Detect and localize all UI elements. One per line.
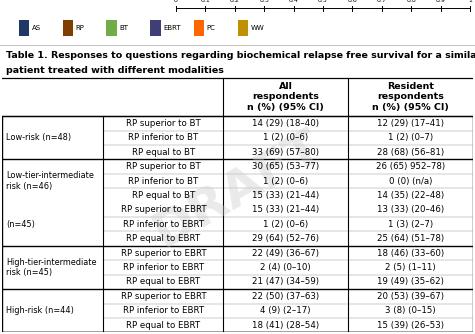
- Text: 0: 0: [174, 0, 178, 3]
- Text: 14 (35) (22–48): 14 (35) (22–48): [377, 191, 444, 200]
- Bar: [194, 20, 204, 36]
- Text: Low-tier-intermediate
risk (n=46): Low-tier-intermediate risk (n=46): [6, 171, 94, 191]
- Text: EBRT: EBRT: [163, 25, 180, 31]
- Text: 21 (47) (34–59): 21 (47) (34–59): [252, 278, 319, 286]
- Text: 1 (2) (0–6): 1 (2) (0–6): [263, 176, 308, 185]
- Text: WW: WW: [250, 25, 264, 31]
- Bar: [19, 20, 29, 36]
- Text: 18 (46) (33–60): 18 (46) (33–60): [377, 248, 444, 258]
- Text: 0.6: 0.6: [348, 0, 357, 3]
- Text: 0 (0) (n/a): 0 (0) (n/a): [389, 176, 432, 185]
- Text: Low-risk (n=48): Low-risk (n=48): [6, 133, 71, 142]
- Text: 4 (9) (2–17): 4 (9) (2–17): [260, 306, 311, 315]
- Text: AS: AS: [32, 25, 41, 31]
- Text: 30 (65) (53–77): 30 (65) (53–77): [252, 162, 319, 171]
- Text: RP superior to EBRT: RP superior to EBRT: [121, 248, 206, 258]
- Text: 1 (2) (0–7): 1 (2) (0–7): [388, 133, 433, 142]
- Text: RP inferior to EBRT: RP inferior to EBRT: [123, 263, 204, 272]
- Text: 2 (4) (0–10): 2 (4) (0–10): [260, 263, 311, 272]
- Bar: [2, 77, 473, 116]
- Text: RP superior to EBRT: RP superior to EBRT: [121, 292, 206, 301]
- Text: RP superior to BT: RP superior to BT: [126, 119, 201, 128]
- Text: 15 (33) (21–44): 15 (33) (21–44): [252, 191, 319, 200]
- Text: patient treated with different modalities: patient treated with different modalitie…: [6, 66, 224, 75]
- Text: 1 (2) (0–6): 1 (2) (0–6): [263, 220, 308, 229]
- Text: RP inferior to EBRT: RP inferior to EBRT: [123, 220, 204, 229]
- Text: High-tier-intermediate
risk (n=45): High-tier-intermediate risk (n=45): [6, 258, 96, 277]
- Text: High-risk (n=44): High-risk (n=44): [6, 306, 74, 315]
- Text: 3 (8) (0–15): 3 (8) (0–15): [385, 306, 436, 315]
- Text: 0.9: 0.9: [436, 0, 446, 3]
- Text: 26 (65) 952–78): 26 (65) 952–78): [376, 162, 445, 171]
- Text: 0.3: 0.3: [259, 0, 269, 3]
- Bar: [106, 20, 117, 36]
- Text: 15 (33) (21–44): 15 (33) (21–44): [252, 205, 319, 214]
- Text: 15 (39) (26–53): 15 (39) (26–53): [377, 321, 444, 330]
- Text: 20 (53) (39–67): 20 (53) (39–67): [377, 292, 444, 301]
- Text: All
respondents
n (%) (95% CI): All respondents n (%) (95% CI): [247, 82, 324, 112]
- Text: 0.8: 0.8: [407, 0, 416, 3]
- Text: 22 (50) (37–63): 22 (50) (37–63): [252, 292, 319, 301]
- Text: 19 (49) (35–62): 19 (49) (35–62): [377, 278, 444, 286]
- Bar: [238, 20, 248, 36]
- Text: 25 (64) (51–78): 25 (64) (51–78): [377, 234, 444, 243]
- Bar: [150, 20, 161, 36]
- Text: 22 (49) (36–67): 22 (49) (36–67): [252, 248, 319, 258]
- Text: 0.5: 0.5: [318, 0, 328, 3]
- Text: 12 (29) (17–41): 12 (29) (17–41): [377, 119, 444, 128]
- Text: 33 (69) (57–80): 33 (69) (57–80): [252, 148, 319, 157]
- Text: 0.4: 0.4: [289, 0, 298, 3]
- Text: 0.1: 0.1: [200, 0, 210, 3]
- Text: 14 (29) (18–40): 14 (29) (18–40): [252, 119, 319, 128]
- Text: (n=45): (n=45): [6, 220, 35, 229]
- Text: PC: PC: [207, 25, 216, 31]
- Bar: [2, 47, 473, 77]
- Text: 18 (41) (28–54): 18 (41) (28–54): [252, 321, 319, 330]
- Text: RP: RP: [76, 25, 85, 31]
- Text: 1 (3) (2–7): 1 (3) (2–7): [388, 220, 433, 229]
- Text: DRAFT: DRAFT: [144, 122, 331, 257]
- Text: Table 1. Responses to questions regarding biochemical relapse free survival for : Table 1. Responses to questions regardin…: [6, 51, 475, 60]
- Text: 28 (68) (56–81): 28 (68) (56–81): [377, 148, 444, 157]
- Text: RP inferior to BT: RP inferior to BT: [128, 176, 199, 185]
- Text: 13 (33) (20–46): 13 (33) (20–46): [377, 205, 444, 214]
- Text: RP inferior to EBRT: RP inferior to EBRT: [123, 306, 204, 315]
- Text: RP equal to EBRT: RP equal to EBRT: [126, 234, 200, 243]
- Text: 2 (5) (1–11): 2 (5) (1–11): [385, 263, 436, 272]
- Text: RP equal to BT: RP equal to BT: [132, 191, 195, 200]
- Text: 0.2: 0.2: [230, 0, 239, 3]
- Text: RP superior to EBRT: RP superior to EBRT: [121, 205, 206, 214]
- Text: 29 (64) (52–76): 29 (64) (52–76): [252, 234, 319, 243]
- Text: RP inferior to BT: RP inferior to BT: [128, 133, 199, 142]
- Text: Resident
respondents
n (%) (95% CI): Resident respondents n (%) (95% CI): [372, 82, 449, 112]
- Text: 1: 1: [468, 0, 472, 3]
- Text: RP equal to EBRT: RP equal to EBRT: [126, 321, 200, 330]
- Bar: [63, 20, 73, 36]
- Text: 0.7: 0.7: [377, 0, 387, 3]
- Text: 1 (2) (0–6): 1 (2) (0–6): [263, 133, 308, 142]
- Text: RP equal to BT: RP equal to BT: [132, 148, 195, 157]
- Text: BT: BT: [119, 25, 128, 31]
- Text: RP superior to BT: RP superior to BT: [126, 162, 201, 171]
- Text: RP equal to EBRT: RP equal to EBRT: [126, 278, 200, 286]
